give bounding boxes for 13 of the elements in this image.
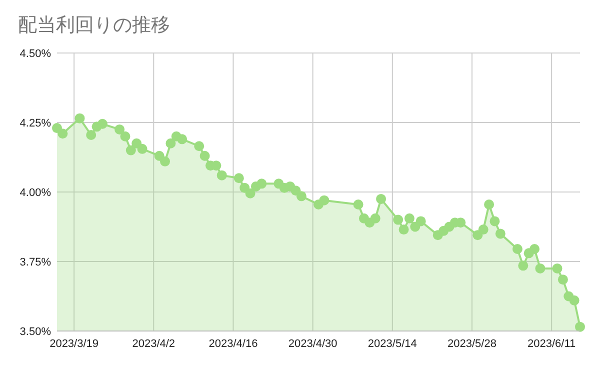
y-tick-label: 3.75% (20, 256, 52, 268)
x-tick-label: 2023/4/30 (288, 338, 338, 350)
y-tick-label: 4.50% (20, 48, 52, 60)
x-tick-label: 2023/5/28 (448, 338, 496, 350)
y-tick-label: 4.25% (20, 118, 52, 130)
x-tick-label: 2023/4/16 (208, 338, 258, 350)
y-tick-label: 3.50% (20, 326, 52, 338)
y-tick-label: 4.00% (20, 187, 52, 199)
chart-title: 配当利回りの推移 (18, 15, 170, 36)
x-tick-label: 2023/3/19 (50, 338, 99, 350)
x-tick-label: 2023/6/11 (528, 338, 576, 350)
x-tick-label: 2023/4/2 (132, 338, 176, 350)
x-tick-label: 2023/5/14 (368, 338, 417, 350)
